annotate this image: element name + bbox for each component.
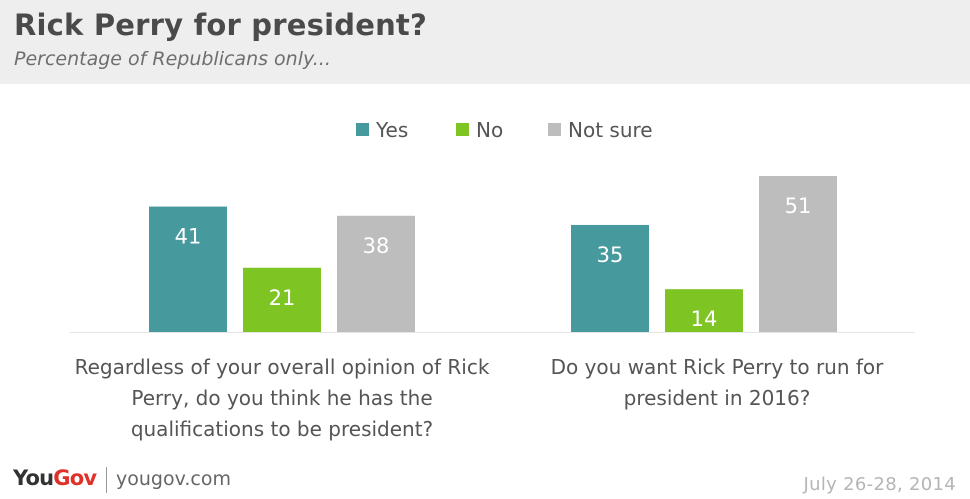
bar-yes-2 bbox=[571, 224, 649, 332]
category-label-line: Regardless of your overall opinion of Ri… bbox=[74, 355, 490, 379]
legend-label-not-sure: Not sure bbox=[568, 118, 653, 142]
data-label-yes-1: 41 bbox=[175, 225, 202, 249]
category-label-qualifications: Regardless of your overall opinion of Ri… bbox=[62, 352, 502, 445]
data-label-no-2: 14 bbox=[691, 307, 718, 331]
bar-not-sure-1 bbox=[337, 215, 415, 332]
category-label-line: qualifications to be president? bbox=[130, 417, 434, 441]
category-label-line: Perry, do you think he has the bbox=[131, 386, 433, 410]
footer-divider bbox=[106, 467, 107, 493]
footer: YouGov yougov.com July 26-28, 2014 bbox=[0, 462, 970, 499]
bar-not-sure-2 bbox=[759, 176, 837, 332]
legend-swatch-yes bbox=[356, 123, 369, 136]
yougov-logo: YouGov bbox=[13, 466, 97, 490]
data-label-yes-2: 35 bbox=[597, 243, 624, 267]
category-label-line: Do you want Rick Perry to run for bbox=[550, 355, 884, 379]
legend: Yes No Not sure bbox=[0, 118, 970, 144]
survey-date: July 26-28, 2014 bbox=[803, 474, 956, 495]
data-label-no-1: 21 bbox=[269, 286, 296, 310]
legend-swatch-no bbox=[456, 123, 469, 136]
chart-title: Rick Perry for president? bbox=[14, 8, 427, 42]
legend-label-yes: Yes bbox=[376, 118, 409, 142]
legend-label-no: No bbox=[476, 118, 504, 142]
category-label-run-2016: Do you want Rick Perry to run for presid… bbox=[512, 352, 922, 414]
data-label-not-sure-1: 38 bbox=[363, 234, 390, 258]
bar-no-1 bbox=[243, 267, 321, 332]
logo-text-you: You bbox=[13, 466, 54, 490]
category-label-line: president in 2016? bbox=[623, 386, 811, 410]
footer-site-link[interactable]: yougov.com bbox=[116, 468, 231, 490]
legend-swatch-not-sure bbox=[548, 123, 561, 136]
bar-yes-1 bbox=[149, 206, 227, 332]
header-band: Rick Perry for president? Percentage of … bbox=[0, 0, 970, 84]
chart-subtitle: Percentage of Republicans only... bbox=[14, 48, 331, 70]
bar-no-2 bbox=[665, 289, 743, 332]
data-label-not-sure-2: 51 bbox=[785, 194, 812, 218]
logo-text-gov: Gov bbox=[53, 466, 97, 490]
